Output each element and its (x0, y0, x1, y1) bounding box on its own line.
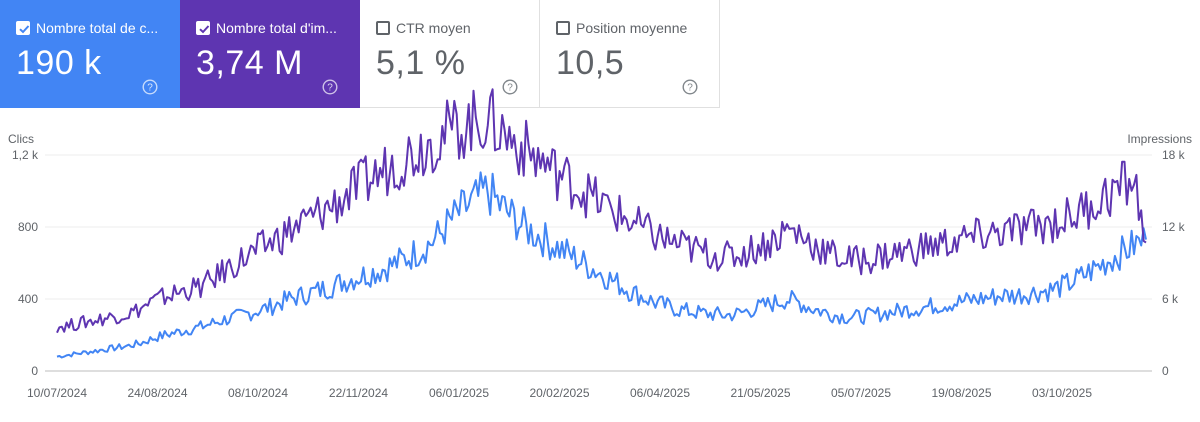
checkbox-checked-icon[interactable] (196, 21, 210, 35)
left-tick-label: 800 (18, 220, 38, 234)
x-tick-label: 06/01/2025 (429, 386, 489, 400)
card-average-position-header: Position moyenne (556, 20, 706, 36)
x-tick-label: 20/02/2025 (529, 386, 589, 400)
x-tick-label: 05/07/2025 (831, 386, 891, 400)
card-total-clicks[interactable]: Nombre total de c... 190 k ? (0, 0, 180, 108)
card-average-ctr[interactable]: CTR moyen 5,1 % ? (360, 0, 540, 108)
x-tick-label: 24/08/2024 (127, 386, 187, 400)
card-average-position-value: 10,5 (556, 44, 625, 82)
x-tick-label: 22/11/2024 (329, 386, 388, 400)
left-tick-label: 400 (18, 292, 38, 306)
left-axis-title: Clics (8, 132, 34, 146)
svg-text:?: ? (507, 83, 513, 94)
help-icon[interactable]: ? (322, 79, 338, 95)
card-total-impressions-header: Nombre total d'im... (196, 20, 346, 36)
impressions-series-line (56, 88, 1147, 334)
card-total-clicks-header: Nombre total de c... (16, 20, 166, 36)
metric-cards: Nombre total de c... 190 k ? Nombre tota… (0, 0, 720, 108)
right-tick-label: 6 k (1162, 292, 1179, 306)
card-total-impressions[interactable]: Nombre total d'im... 3,74 M ? (180, 0, 360, 108)
x-tick-label: 10/07/2024 (27, 386, 87, 400)
svg-text:?: ? (687, 83, 693, 94)
card-average-ctr-header: CTR moyen (376, 20, 526, 36)
x-tick-label: 06/04/2025 (630, 386, 690, 400)
right-tick-label: 12 k (1162, 220, 1186, 234)
help-icon[interactable]: ? (502, 79, 518, 95)
x-tick-label: 19/08/2025 (931, 386, 991, 400)
x-tick-label: 21/05/2025 (730, 386, 790, 400)
help-icon[interactable]: ? (682, 79, 698, 95)
help-icon[interactable]: ? (142, 79, 158, 95)
x-tick-label: 08/10/2024 (228, 386, 288, 400)
card-total-clicks-value: 190 k (16, 44, 102, 82)
right-tick-label: 18 k (1162, 148, 1186, 162)
svg-text:?: ? (327, 83, 333, 94)
card-total-impressions-value: 3,74 M (196, 44, 303, 82)
checkbox-unchecked-icon[interactable] (556, 21, 570, 35)
x-tick-label: 03/10/2025 (1032, 386, 1092, 400)
svg-text:?: ? (147, 83, 153, 94)
card-average-position[interactable]: Position moyenne 10,5 ? (540, 0, 720, 108)
right-tick-label: 0 (1162, 364, 1169, 378)
left-tick-label: 1,2 k (12, 148, 39, 162)
left-tick-label: 0 (31, 364, 38, 378)
clicks-series-line (56, 171, 1147, 359)
right-axis-title: Impressions (1127, 132, 1192, 146)
card-average-ctr-value: 5,1 % (376, 44, 466, 82)
checkbox-checked-icon[interactable] (16, 21, 30, 35)
checkbox-unchecked-icon[interactable] (376, 21, 390, 35)
